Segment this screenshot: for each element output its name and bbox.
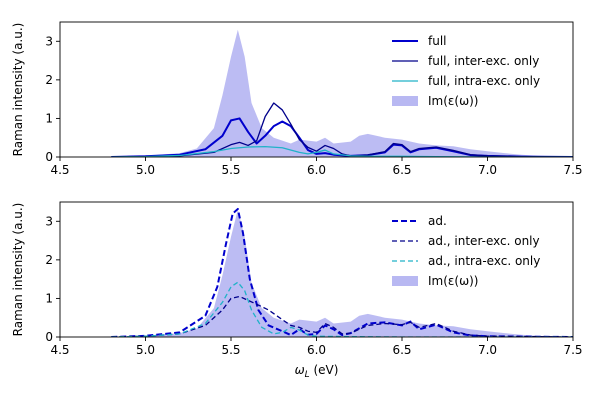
legend-label: ad., intra-exc. only <box>428 254 540 268</box>
x-axis-label-symbol: ω <box>295 363 305 377</box>
x-tick-label: 7.0 <box>478 343 497 357</box>
legend: full full, inter-exc. only full, intra-exc… <box>392 34 540 108</box>
x-tick-label: 6.5 <box>392 343 411 357</box>
x-tick-label: 7.0 <box>478 163 497 177</box>
legend-swatch-area <box>392 96 418 106</box>
x-tick-label: 5.5 <box>221 163 240 177</box>
y-axis-label: Raman intensity (a.u.) <box>11 203 25 337</box>
legend-label: ad. <box>428 214 447 228</box>
y-tick-label: 1 <box>45 291 53 305</box>
y-tick-label: 3 <box>45 34 53 48</box>
x-tick-label: 4.5 <box>50 343 69 357</box>
legend: ad. ad., inter-exc. only ad., intra-exc. o… <box>392 214 540 288</box>
y-axis-label: Raman intensity (a.u.) <box>11 23 25 157</box>
legend-label: Im(ε(ω)) <box>428 274 479 288</box>
series-line-0-0 <box>111 117 573 157</box>
y-tick-label: 0 <box>45 330 53 344</box>
legend-swatch-area <box>392 276 418 286</box>
x-tick-label: 7.5 <box>563 343 582 357</box>
legend-label: full, intra-exc. only <box>428 74 540 88</box>
x-tick-label: 5.0 <box>136 163 155 177</box>
x-tick-label: 5.5 <box>221 343 240 357</box>
x-tick-label: 7.5 <box>563 163 582 177</box>
axes-frame <box>59 21 574 158</box>
x-axis-label: ωL (eV) <box>295 363 339 380</box>
series-area-im-eps <box>94 29 573 157</box>
legend-label: ad., inter-exc. only <box>428 234 540 248</box>
y-tick-label: 0 <box>45 150 53 164</box>
legend-label: full <box>428 34 447 48</box>
plot-area <box>94 207 573 337</box>
y-tick-label: 2 <box>45 253 53 267</box>
x-tick-label: 4.5 <box>50 163 69 177</box>
x-tick-label: 6.0 <box>307 343 326 357</box>
panel-bottom: 4.5 5.0 5.5 6.0 6.5 7.0 7.5 0 1 2 3 Raman intensity… <box>11 201 583 380</box>
x-tick-label: 5.0 <box>136 343 155 357</box>
x-tick-label: 6.0 <box>307 163 326 177</box>
series-line-1-0 <box>111 207 573 337</box>
x-tick-label: 6.5 <box>392 163 411 177</box>
panel-top: 4.5 5.0 5.5 6.0 6.5 7.0 7.5 0 1 2 3 Raman intensity… <box>11 21 583 177</box>
x-axis-label-unit: (eV) <box>310 363 339 377</box>
y-tick-label: 1 <box>45 111 53 125</box>
series-line-1-2 <box>111 281 573 337</box>
y-tick-label: 3 <box>45 214 53 228</box>
series-line-1-1 <box>111 295 573 337</box>
series-area-im-eps <box>94 209 573 337</box>
y-tick-label: 2 <box>45 73 53 87</box>
series-line-0-1 <box>111 102 573 157</box>
legend-label: Im(ε(ω)) <box>428 94 479 108</box>
axes-frame <box>59 201 574 338</box>
series-line-0-2 <box>111 145 573 157</box>
x-axis-label-subscript: L <box>305 370 310 380</box>
plot-area <box>94 29 573 157</box>
legend-label: full, inter-exc. only <box>428 54 539 68</box>
